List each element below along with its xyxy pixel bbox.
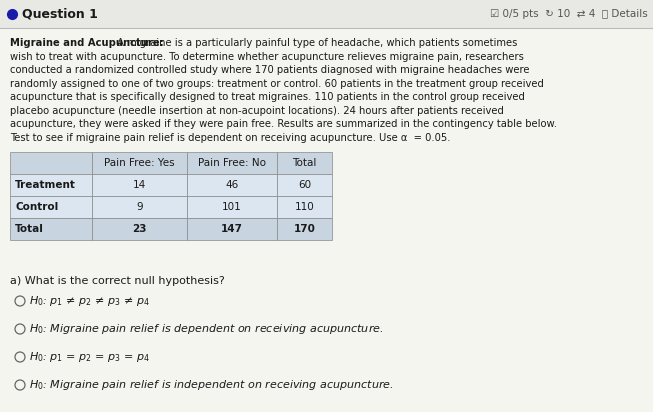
Text: 14: 14: [133, 180, 146, 190]
FancyBboxPatch shape: [92, 196, 187, 218]
FancyBboxPatch shape: [187, 196, 277, 218]
FancyBboxPatch shape: [10, 196, 92, 218]
FancyBboxPatch shape: [92, 152, 187, 174]
Text: conducted a randomized controlled study where 170 patients diagnosed with migrai: conducted a randomized controlled study …: [10, 65, 530, 75]
Text: Test to see if migraine pain relief is dependent on receiving acupuncture. Use α: Test to see if migraine pain relief is d…: [10, 133, 451, 143]
Text: $\it{H_0}$: $\it{p_1}$ ≠ $\it{p_2}$ ≠ $\it{p_3}$ ≠ $\it{p_4}$: $\it{H_0}$: $\it{p_1}$ ≠ $\it{p_2}$ ≠ $\…: [29, 294, 150, 308]
Text: $\it{H_0}$: Migraine pain relief is dependent on receiving acupuncture.: $\it{H_0}$: Migraine pain relief is depe…: [29, 322, 383, 336]
FancyBboxPatch shape: [277, 196, 332, 218]
FancyBboxPatch shape: [92, 174, 187, 196]
Text: 170: 170: [294, 224, 315, 234]
Text: $\it{H_0}$: Migraine pain relief is independent on receiving acupuncture.: $\it{H_0}$: Migraine pain relief is inde…: [29, 378, 394, 392]
Text: 9: 9: [136, 202, 143, 212]
Text: a) What is the correct null hypothesis?: a) What is the correct null hypothesis?: [10, 276, 225, 286]
Text: A migraine is a particularly painful type of headache, which patients sometimes: A migraine is a particularly painful typ…: [114, 38, 517, 48]
Text: Pain Free: No: Pain Free: No: [198, 158, 266, 168]
Text: ☑ 0/5 pts  ↻ 10  ⇄ 4  ⓘ Details: ☑ 0/5 pts ↻ 10 ⇄ 4 ⓘ Details: [490, 9, 648, 19]
Text: Total: Total: [15, 224, 44, 234]
FancyBboxPatch shape: [187, 152, 277, 174]
FancyBboxPatch shape: [92, 218, 187, 240]
Text: 110: 110: [295, 202, 314, 212]
Text: Treatment: Treatment: [15, 180, 76, 190]
Text: wish to treat with acupuncture. To determine whether acupuncture relieves migrai: wish to treat with acupuncture. To deter…: [10, 52, 524, 61]
Text: Question 1: Question 1: [22, 7, 98, 21]
Text: Migraine and Acupuncture:: Migraine and Acupuncture:: [10, 38, 164, 48]
FancyBboxPatch shape: [0, 0, 653, 28]
Text: $\it{H_0}$: $\it{p_1}$ = $\it{p_2}$ = $\it{p_3}$ = $\it{p_4}$: $\it{H_0}$: $\it{p_1}$ = $\it{p_2}$ = $\…: [29, 350, 150, 364]
FancyBboxPatch shape: [187, 174, 277, 196]
FancyBboxPatch shape: [187, 218, 277, 240]
FancyBboxPatch shape: [10, 152, 92, 174]
Text: Control: Control: [15, 202, 58, 212]
FancyBboxPatch shape: [10, 218, 92, 240]
Text: 147: 147: [221, 224, 243, 234]
Text: Total: Total: [293, 158, 317, 168]
Text: 101: 101: [222, 202, 242, 212]
FancyBboxPatch shape: [277, 174, 332, 196]
Text: 23: 23: [133, 224, 147, 234]
Text: Pain Free: Yes: Pain Free: Yes: [104, 158, 175, 168]
Text: randomly assigned to one of two groups: treatment or control. 60 patients in the: randomly assigned to one of two groups: …: [10, 79, 544, 89]
Text: placebo acupuncture (needle insertion at non-acupoint locations). 24 hours after: placebo acupuncture (needle insertion at…: [10, 105, 504, 115]
FancyBboxPatch shape: [10, 174, 92, 196]
Text: 60: 60: [298, 180, 311, 190]
FancyBboxPatch shape: [277, 152, 332, 174]
Text: acupuncture, they were asked if they were pain free. Results are summarized in t: acupuncture, they were asked if they wer…: [10, 119, 557, 129]
FancyBboxPatch shape: [277, 218, 332, 240]
Text: 46: 46: [225, 180, 238, 190]
Text: acupuncture that is specifically designed to treat migraines. 110 patients in th: acupuncture that is specifically designe…: [10, 92, 525, 102]
